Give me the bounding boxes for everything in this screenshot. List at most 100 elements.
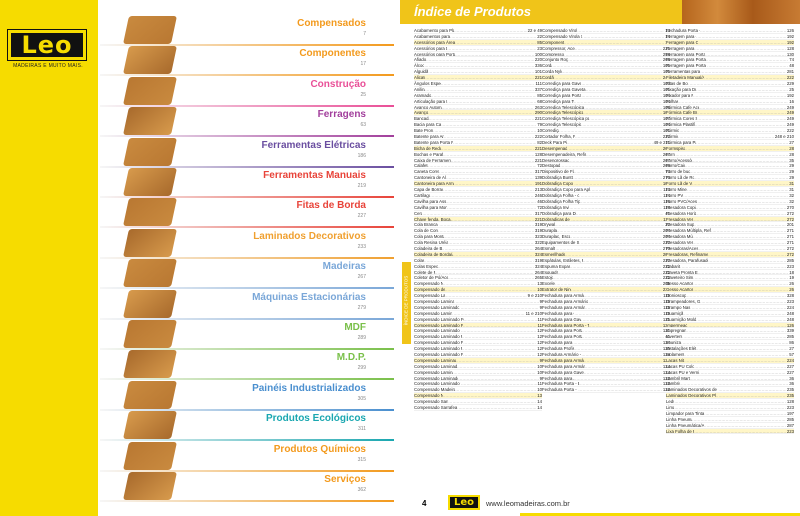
index-entry-page: 223	[786, 405, 794, 410]
index-entry-name: Invertente	[666, 334, 682, 340]
dot-leader	[454, 28, 527, 33]
category-item[interactable]: M.D.P. 299	[100, 348, 394, 382]
leo-logo[interactable]: Leo MADEIRAS E MUITO MAIS.	[7, 29, 88, 69]
index-entry-page: 272	[786, 216, 794, 222]
index-entry-name: Ferragem para Porta de Correr	[666, 51, 706, 57]
index-entry-name: Caneta Corretiva	[414, 169, 439, 175]
index-entry-name: Acessórios para Área de Serviço	[414, 39, 456, 45]
category-page-number: 311	[358, 426, 366, 433]
dot-leader	[443, 152, 534, 157]
index-entry-page: 9 e 210	[527, 293, 542, 299]
index-entry-page: 74	[789, 57, 794, 63]
index-entry-page: 26	[789, 281, 794, 287]
index-entry-page: 46	[537, 198, 542, 204]
dot-leader	[445, 293, 527, 298]
dot-leader	[574, 169, 665, 174]
index-entry-name: Compensado Laminado Embalagem	[414, 304, 460, 310]
dot-leader	[562, 69, 662, 74]
index-entry-name: Fechadura para Armário - Universal	[542, 304, 585, 310]
index-entry-name: Forro PVC	[666, 192, 684, 198]
category-image	[123, 76, 177, 105]
index-entry-page: 224	[786, 357, 794, 363]
index-entry-name: Colas	[414, 257, 424, 263]
index-entry-page: 36	[789, 375, 794, 381]
category-item[interactable]: Produtos Ecológicos 311	[100, 409, 394, 443]
footer-logo[interactable]: Leo	[448, 495, 480, 510]
index-entry-name: Ferragem para Cozinha	[666, 39, 698, 45]
dot-leader	[696, 346, 788, 351]
index-entry-name: Forro	[666, 151, 676, 157]
index-entry-name: Lambril Martins	[666, 375, 690, 381]
index-entry-name: Fresadora Vertical	[666, 240, 693, 245]
dot-leader	[577, 28, 664, 33]
index-entry-page: 114	[663, 192, 670, 198]
category-item[interactable]: Produtos Químicos 315	[100, 440, 394, 474]
dot-leader	[582, 334, 664, 339]
category-item[interactable]: Componentes 17	[100, 44, 394, 78]
index-entry-page: 324	[534, 263, 542, 269]
index-entry-page: 139	[534, 175, 542, 181]
dot-leader	[424, 258, 534, 263]
index-entry-page: 126	[786, 28, 794, 33]
dot-leader	[697, 116, 785, 121]
category-item[interactable]: Ferragens 63	[100, 105, 394, 139]
dot-leader	[461, 328, 536, 333]
index-entry-name: Capa de Borracheiro	[414, 187, 443, 192]
category-image	[123, 380, 177, 409]
category-item[interactable]: Painéis Industrializados 305	[100, 379, 394, 413]
index-entry-name: Cola Branca PVA	[414, 222, 439, 228]
category-item[interactable]: Madeiras 267	[100, 257, 394, 291]
index-entry[interactable]: Fechadura Porta - Sobrepor 126	[542, 387, 670, 394]
dot-leader	[448, 240, 533, 245]
category-item[interactable]: Construção 25	[100, 75, 394, 109]
category-item[interactable]: Compensados 7	[100, 14, 394, 48]
category-color-bar	[100, 500, 394, 502]
index-entry-name: Desempenadeira, Refinamento Corte	[542, 151, 586, 157]
dot-leader	[559, 128, 661, 133]
dot-leader	[441, 122, 536, 127]
dot-leader	[443, 281, 536, 286]
index-entry-page: 85	[537, 92, 542, 98]
category-item[interactable]: Serviços 362	[100, 470, 394, 504]
category-page-number: 299	[357, 365, 366, 372]
index-entry-page: 223	[786, 263, 794, 269]
index-entry-name: Dobradiça Bunttensing	[542, 175, 573, 181]
category-title: Fitas de Borda	[296, 200, 366, 212]
dot-leader	[696, 34, 786, 39]
index-entry-name: Compensado Laminado Folheado Jequitibá	[414, 340, 464, 346]
category-item[interactable]: MDF 289	[100, 318, 394, 352]
dot-leader	[575, 134, 662, 139]
category-item[interactable]: Fitas de Borda 227	[100, 196, 394, 230]
dot-leader	[568, 57, 661, 62]
category-item[interactable]: Máquinas Estacionárias 279	[100, 288, 394, 322]
index-entry-name: Fechadura para Gaveta	[542, 310, 574, 316]
index-entry[interactable]: Lixa Folha de Papel 223	[666, 428, 794, 435]
index-entry-name: Gaveteiro Simples	[666, 275, 694, 281]
index-entry-name: Coletor de Pó/Acessórios	[414, 275, 448, 281]
index-entry-name: Forro Lã de Vidro	[666, 181, 693, 187]
dot-leader	[675, 152, 788, 157]
dot-leader	[582, 34, 664, 39]
index-entry-name: Forro/Caixa	[666, 163, 685, 169]
index-entry-page: 227	[786, 369, 794, 375]
category-item[interactable]: Ferramentas Elétricas 186	[100, 136, 394, 170]
website-link[interactable]: www.leomadeiras.com.br	[486, 499, 570, 508]
index-entry-page: 248	[786, 310, 794, 316]
index-entry-name: Dobradiça Copo para Aplicações Especiais	[542, 187, 590, 192]
category-item[interactable]: Ferramentas Manuais 219	[100, 166, 394, 200]
index-entry-name: Forro Mineral	[666, 187, 687, 192]
dot-leader	[685, 146, 788, 151]
index-entry-page: 10	[537, 369, 542, 375]
index-entry-name: Folhas	[666, 98, 678, 104]
dot-leader	[428, 69, 533, 74]
category-item[interactable]: Laminados Decorativos 233	[100, 227, 394, 261]
index-entry-page: 235	[786, 393, 794, 399]
index-entry-name: Lambris	[666, 381, 680, 387]
category-title: Serviços	[324, 474, 366, 485]
index-entry-name: Compensado Sarrafeado	[414, 399, 448, 404]
category-title: Construção	[310, 78, 366, 90]
index-entry[interactable]: Compensado Sarrafeado Folheado 14	[414, 405, 542, 411]
index-entry-name: Fechadura Porta - Tarjeta	[666, 28, 700, 33]
dot-leader	[429, 116, 534, 121]
category-page-number: 219	[357, 183, 366, 189]
